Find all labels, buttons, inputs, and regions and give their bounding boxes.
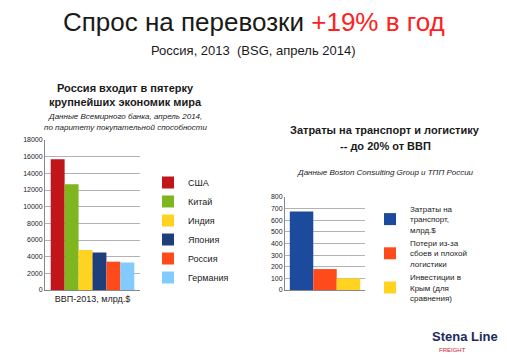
svg-text:600: 600 (271, 217, 283, 224)
svg-text:по паритету покупательной спос: по паритету покупательной способности (44, 123, 207, 132)
svg-text:0: 0 (39, 286, 43, 293)
svg-text:Затраты натранспорт,млрд.$: Затраты натранспорт,млрд.$ (410, 205, 453, 235)
svg-text:400: 400 (271, 240, 283, 247)
svg-text:Stena Line: Stena Line (432, 329, 498, 344)
svg-text:Россия: Россия (188, 254, 218, 264)
svg-text:10000: 10000 (23, 203, 43, 210)
svg-text:Россия, 2013 (BSG, апрель 201: Россия, 2013 (BSG, апрель 2014) (151, 43, 356, 58)
svg-text:Данные Boston Consulting Group: Данные Boston Consulting Group и ТПП Рос… (297, 168, 474, 177)
svg-text:12000: 12000 (23, 186, 43, 193)
svg-text:6000: 6000 (27, 236, 43, 243)
svg-text:крупнейших экономик мира: крупнейших экономик мира (49, 96, 202, 108)
svg-text:200: 200 (271, 263, 283, 270)
svg-text:Россия входит в пятерку: Россия входит в пятерку (57, 82, 194, 94)
svg-text:Китай: Китай (188, 197, 212, 207)
svg-text:14000: 14000 (23, 170, 43, 177)
svg-text:Япония: Япония (188, 235, 219, 245)
svg-text:Индия: Индия (188, 216, 215, 226)
svg-text:700: 700 (271, 205, 283, 212)
svg-text:ВВП-2013, млрд.$: ВВП-2013, млрд.$ (55, 294, 131, 304)
svg-text:300: 300 (271, 252, 283, 259)
svg-text:-- до 20% от ВВП: -- до 20% от ВВП (340, 140, 431, 152)
svg-text:Германия: Германия (188, 273, 228, 283)
svg-text:100: 100 (271, 275, 283, 282)
svg-text:0: 0 (279, 286, 283, 293)
svg-text:16000: 16000 (23, 153, 43, 160)
svg-text:Спрос на перевозки +19% в год: Спрос на перевозки +19% в год (63, 7, 445, 37)
svg-text:Затраты на транспорт и логисти: Затраты на транспорт и логистику (290, 124, 480, 136)
svg-text:FREIGHT: FREIGHT (439, 347, 466, 353)
svg-text:Потери из-засбоев и плохойлоги: Потери из-засбоев и плохойлогистики (410, 239, 467, 269)
svg-text:800: 800 (271, 193, 283, 200)
svg-text:Данные Всемирного банка, апрел: Данные Всемирного банка, апрель 2014, (48, 112, 202, 121)
svg-text:4000: 4000 (27, 253, 43, 260)
svg-text:18000: 18000 (23, 136, 43, 143)
svg-text:2000: 2000 (27, 270, 43, 277)
svg-text:Инвестиции вКрым (длясравнения: Инвестиции вКрым (длясравнения) (410, 273, 461, 303)
svg-text:США: США (188, 178, 209, 188)
svg-text:500: 500 (271, 228, 283, 235)
svg-text:8000: 8000 (27, 220, 43, 227)
